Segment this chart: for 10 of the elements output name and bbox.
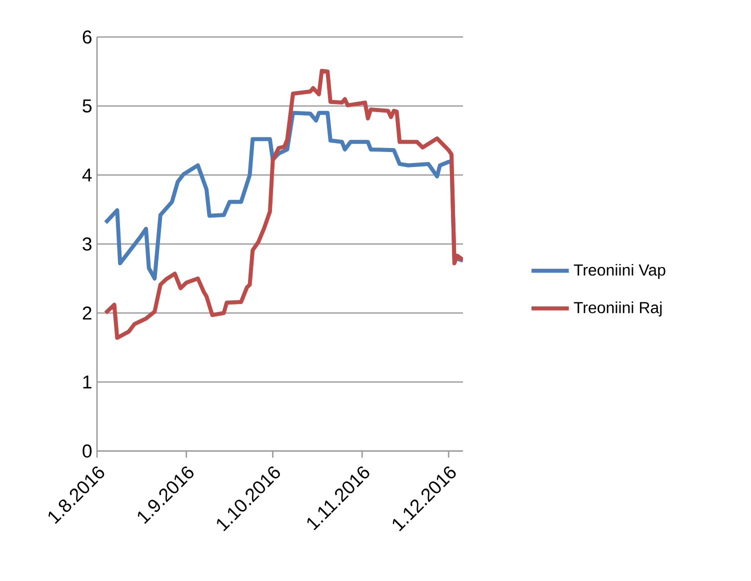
y-tick-label: 2 xyxy=(82,306,92,320)
y-tick-label: 5 xyxy=(82,99,92,113)
legend-label: Treoniini Vap xyxy=(574,264,666,279)
line-series xyxy=(104,68,463,340)
y-tick-label: 3 xyxy=(82,237,92,251)
y-tick-label: 1 xyxy=(83,376,92,388)
y-tick-label: 4 xyxy=(82,168,92,182)
y-tick-label: 0 xyxy=(82,444,92,458)
y-tick-label: 6 xyxy=(82,30,92,44)
legend-label: Treoniini Raj xyxy=(574,302,662,316)
